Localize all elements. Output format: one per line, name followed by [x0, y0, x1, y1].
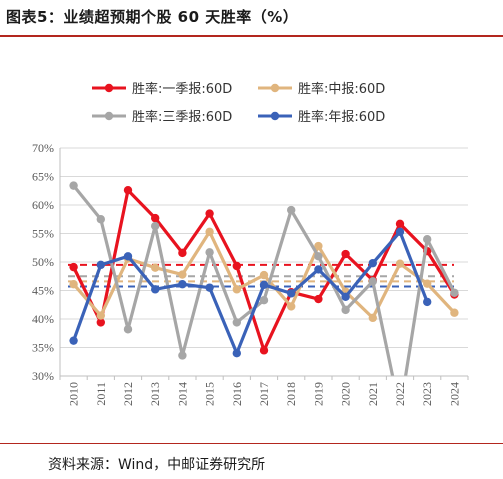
- x-tick-label: 2017: [257, 382, 271, 406]
- chart-title: 图表5：业绩超预期个股 60 天胜率（%）: [6, 8, 299, 26]
- data-point: [69, 262, 78, 272]
- data-point: [423, 297, 432, 307]
- x-tick-label: 2023: [420, 382, 434, 406]
- data-point: [395, 219, 405, 229]
- legend-swatch-marker: [104, 83, 114, 93]
- data-point: [96, 260, 106, 270]
- data-point: [69, 280, 78, 289]
- y-tick-label: 35%: [32, 341, 54, 355]
- y-tick-label: 30%: [32, 369, 54, 383]
- chart-legend: 胜率:一季报:60D 胜率:中报:60D 胜率:三季报:60D 胜率:年报:60D: [92, 81, 385, 125]
- data-point: [259, 295, 269, 305]
- data-point: [259, 280, 269, 289]
- x-tick-label: 2020: [339, 382, 353, 406]
- data-point: [259, 270, 269, 280]
- data-point: [178, 351, 187, 360]
- y-tick-label: 45%: [32, 284, 54, 298]
- data-point: [368, 277, 377, 286]
- data-point: [341, 249, 350, 259]
- data-point: [96, 311, 106, 320]
- legend-label: 胜率:一季报:60D: [132, 81, 232, 97]
- data-point: [151, 213, 160, 223]
- title-divider: [0, 35, 503, 37]
- series-lines: [69, 181, 459, 415]
- y-tick-label: 50%: [32, 255, 54, 269]
- legend-label: 胜率:年报:60D: [298, 109, 385, 125]
- x-tick-label: 2016: [230, 382, 244, 406]
- y-tick-label: 60%: [32, 198, 54, 212]
- x-tick-label: 2024: [447, 382, 461, 406]
- data-point: [96, 318, 106, 327]
- x-tick-label: 2015: [203, 382, 217, 406]
- data-point: [178, 248, 187, 258]
- data-point: [287, 302, 296, 311]
- data-point: [69, 336, 78, 345]
- data-point: [396, 407, 404, 415]
- data-point: [341, 305, 350, 315]
- data-point: [178, 280, 187, 289]
- data-point: [205, 209, 214, 218]
- data-point: [232, 261, 241, 271]
- data-point: [287, 205, 296, 215]
- data-point: [96, 215, 106, 224]
- data-point: [314, 252, 323, 261]
- data-point: [151, 221, 160, 231]
- data-point: [123, 185, 133, 195]
- data-point: [314, 294, 323, 304]
- data-point: [423, 235, 432, 244]
- legend-swatch-marker: [104, 111, 114, 121]
- data-point: [395, 227, 405, 236]
- data-point: [395, 259, 405, 268]
- data-point: [123, 252, 133, 261]
- legend-swatch-marker: [270, 111, 280, 121]
- x-tick-label: 2019: [311, 382, 325, 406]
- y-tick-label: 40%: [32, 312, 54, 326]
- data-point: [368, 258, 377, 268]
- data-point: [205, 248, 214, 257]
- x-tick-label: 2010: [67, 382, 81, 406]
- data-point: [450, 308, 459, 317]
- data-point: [178, 270, 187, 279]
- x-tick-label: 2018: [284, 382, 298, 406]
- data-point: [368, 313, 377, 323]
- chart-canvas: 胜率:一季报:60D 胜率:中报:60D 胜率:三季报:60D 胜率:年报:60D 3…: [32, 81, 469, 415]
- data-point: [287, 289, 296, 298]
- x-tick-label: 2014: [175, 382, 189, 406]
- data-point: [314, 265, 323, 274]
- x-tick-label: 2013: [148, 382, 162, 406]
- y-tick-label: 65%: [32, 170, 54, 184]
- data-point: [232, 318, 241, 327]
- data-point: [151, 263, 160, 272]
- data-point: [69, 181, 78, 190]
- legend-label: 胜率:三季报:60D: [132, 109, 232, 125]
- source-note: 资料来源：Wind，中邮证券研究所: [48, 457, 266, 473]
- data-point: [232, 285, 241, 294]
- x-tick-label: 2021: [366, 382, 380, 406]
- legend-label: 胜率:中报:60D: [298, 81, 385, 97]
- y-tick-label: 70%: [32, 141, 54, 155]
- data-point: [151, 285, 160, 294]
- data-point: [341, 292, 350, 301]
- x-tick-label: 2012: [121, 382, 135, 406]
- series-line: [72, 230, 429, 355]
- legend-swatch-marker: [270, 83, 280, 93]
- x-tick-label: 2022: [393, 382, 407, 406]
- data-point: [314, 241, 323, 251]
- data-point: [123, 325, 133, 334]
- y-tick-label: 55%: [32, 227, 54, 241]
- axes: 30% 35% 40% 45% 50% 55% 60% 65% 70% 2010 2011 2012 2…: [32, 141, 469, 406]
- data-point: [259, 346, 269, 355]
- data-point: [232, 349, 241, 358]
- data-point: [205, 283, 214, 292]
- data-point: [450, 288, 459, 297]
- x-tick-label: 2011: [94, 382, 108, 406]
- source-divider: [0, 443, 503, 444]
- data-point: [423, 279, 432, 288]
- data-point: [205, 227, 214, 236]
